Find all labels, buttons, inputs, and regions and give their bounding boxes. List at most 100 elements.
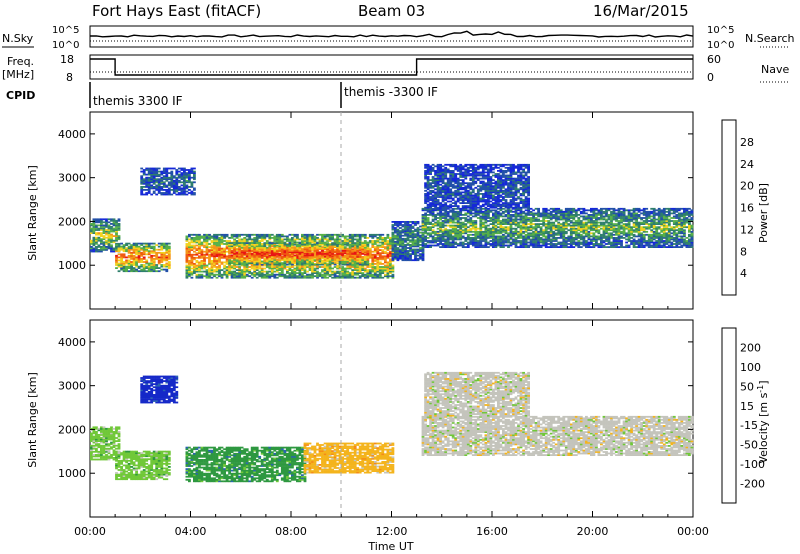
power-cell bbox=[522, 215, 525, 218]
power-cell bbox=[502, 240, 505, 242]
power-cell bbox=[213, 260, 216, 262]
power-cell bbox=[572, 209, 576, 212]
power-cell bbox=[416, 227, 420, 229]
power-cell bbox=[474, 238, 478, 241]
power-cell bbox=[198, 276, 201, 279]
power-cell bbox=[351, 245, 355, 248]
power-cell bbox=[399, 240, 402, 243]
power-cell bbox=[419, 248, 422, 251]
power-cell bbox=[107, 226, 111, 228]
power-cell bbox=[298, 263, 302, 266]
power-cell bbox=[308, 260, 312, 263]
power-cell bbox=[210, 260, 214, 262]
power-cell bbox=[268, 256, 272, 258]
power-cell bbox=[311, 235, 314, 238]
power-cell bbox=[436, 238, 440, 241]
power-cell bbox=[456, 220, 460, 222]
power-cell bbox=[564, 243, 568, 245]
power-cell bbox=[280, 272, 284, 274]
power-cell bbox=[288, 251, 292, 254]
power-cell bbox=[100, 238, 103, 241]
power-cell bbox=[130, 251, 133, 254]
power-cell bbox=[401, 259, 405, 262]
power-cell bbox=[336, 246, 339, 249]
power-cell bbox=[185, 179, 189, 182]
power-cell bbox=[265, 251, 269, 254]
power-cell bbox=[198, 269, 201, 271]
power-cell bbox=[471, 241, 475, 244]
power-cell bbox=[456, 244, 460, 247]
power-cell bbox=[230, 276, 234, 279]
power-cell bbox=[142, 182, 146, 185]
power-cell bbox=[311, 269, 314, 271]
power-cell bbox=[333, 238, 337, 241]
power-cell bbox=[358, 267, 362, 270]
power-cell bbox=[484, 229, 488, 232]
power-cell bbox=[245, 270, 249, 273]
power-cell bbox=[263, 275, 267, 278]
power-cell bbox=[444, 217, 448, 219]
power-cell bbox=[122, 268, 126, 271]
power-cell bbox=[522, 212, 525, 215]
power-cell bbox=[414, 236, 417, 239]
power-cell bbox=[172, 176, 176, 179]
power-cell bbox=[361, 248, 365, 251]
power-cell bbox=[112, 230, 116, 233]
power-cell bbox=[429, 246, 432, 248]
power-cell bbox=[273, 259, 277, 261]
power-cell bbox=[112, 250, 116, 253]
power-cell bbox=[484, 240, 488, 242]
power-cell bbox=[348, 267, 352, 270]
power-cell bbox=[318, 242, 322, 244]
power-cell bbox=[165, 244, 169, 246]
power-cell bbox=[542, 223, 546, 225]
power-cell bbox=[341, 257, 344, 260]
power-cell bbox=[336, 235, 339, 238]
power-cell bbox=[537, 238, 540, 241]
power-cell bbox=[469, 241, 473, 244]
power-cell bbox=[351, 243, 355, 246]
power-cell bbox=[512, 232, 515, 235]
power-cell bbox=[258, 259, 262, 261]
power-cell bbox=[313, 272, 317, 274]
power-cell bbox=[248, 242, 252, 244]
power-cell bbox=[366, 256, 370, 258]
power-cell bbox=[328, 270, 332, 273]
power-cell bbox=[105, 224, 108, 227]
power-cell bbox=[200, 241, 204, 244]
power-cell bbox=[356, 269, 360, 271]
power-cell bbox=[469, 224, 473, 227]
power-cell bbox=[562, 235, 566, 238]
power-cell bbox=[190, 172, 194, 174]
power-cell bbox=[373, 253, 377, 256]
power-cell bbox=[549, 218, 553, 221]
power-cell bbox=[208, 237, 211, 239]
power-cell bbox=[328, 254, 332, 257]
power-cell bbox=[170, 186, 174, 188]
power-cell bbox=[529, 207, 533, 210]
power-cell bbox=[115, 233, 118, 236]
power-cell bbox=[404, 257, 407, 260]
power-cell bbox=[466, 233, 470, 236]
power-cell bbox=[389, 255, 392, 258]
power-cell bbox=[532, 212, 535, 215]
power-cell bbox=[519, 241, 523, 244]
power-cell bbox=[233, 243, 236, 246]
power-cell bbox=[268, 263, 272, 266]
power-cell bbox=[351, 242, 355, 244]
power-cell bbox=[559, 244, 563, 247]
power-cell bbox=[278, 260, 282, 263]
power-cell bbox=[218, 275, 221, 278]
power-cell bbox=[331, 235, 334, 238]
power-cell bbox=[102, 238, 106, 241]
power-cell bbox=[273, 276, 277, 279]
power-cell bbox=[130, 262, 133, 265]
power-cell bbox=[391, 239, 395, 242]
power-cell bbox=[183, 193, 186, 196]
power-cell bbox=[160, 172, 164, 174]
power-cell bbox=[567, 214, 571, 216]
power-cell bbox=[160, 258, 164, 260]
power-cell bbox=[306, 250, 309, 253]
power-cell bbox=[157, 190, 161, 193]
power-cell bbox=[115, 247, 118, 250]
